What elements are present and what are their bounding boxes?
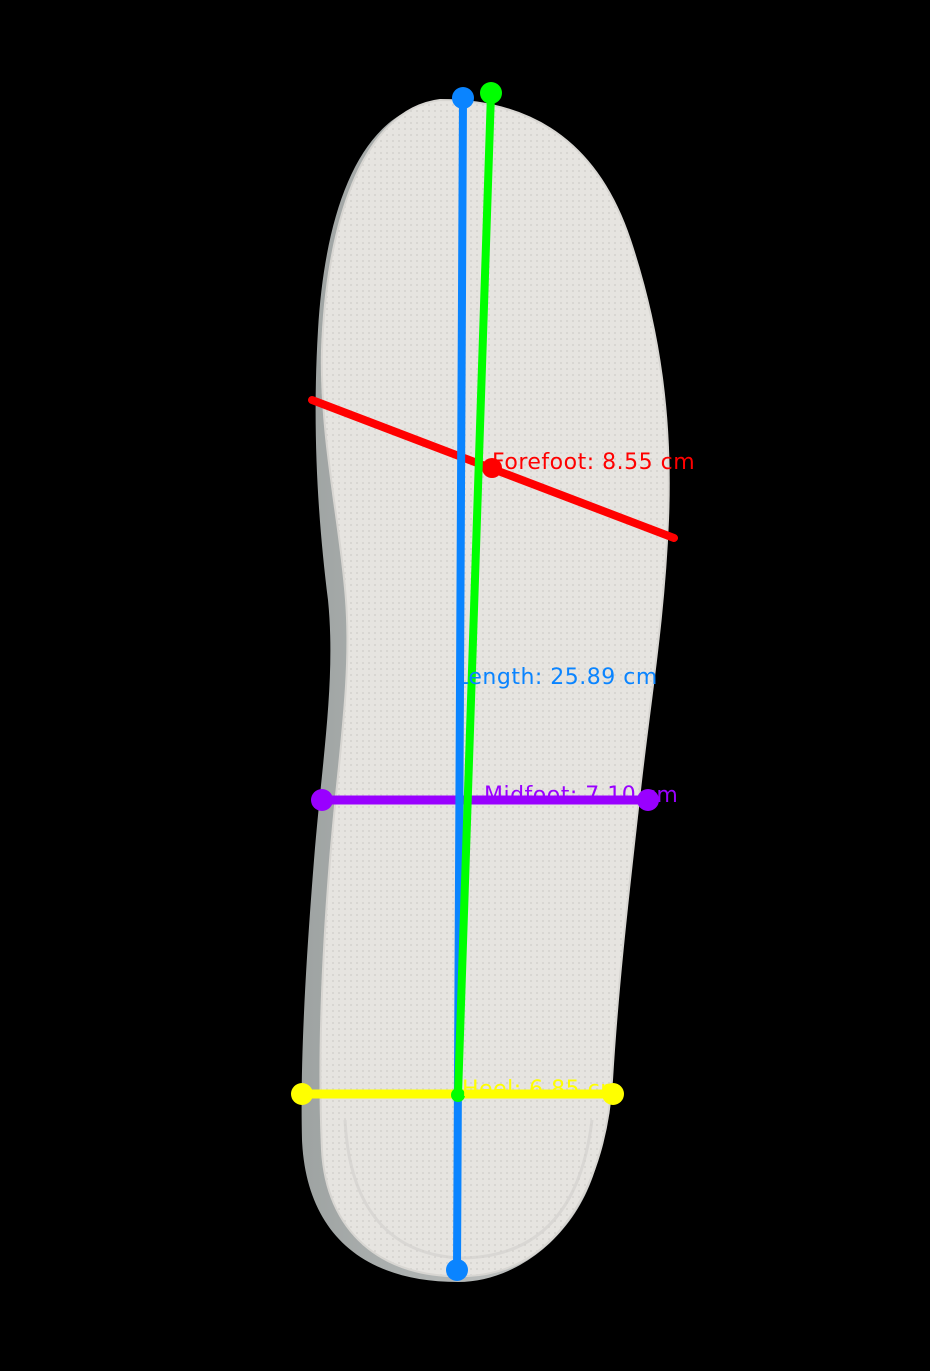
length-label: Length: 25.89 cm (456, 665, 658, 690)
center-axis (451, 82, 502, 1102)
midfoot-label: Midfoot: 7.10 cm (484, 783, 678, 808)
forefoot-midpoint-marker (482, 458, 502, 478)
midfoot-right-marker (637, 789, 659, 811)
length-bottom-marker (446, 1259, 468, 1281)
insole (319, 98, 670, 1278)
forefoot-measurement (308, 396, 678, 542)
heel-right-marker (602, 1083, 624, 1105)
heel-left-marker (291, 1083, 313, 1105)
midfoot-left-marker (311, 789, 333, 811)
heel-label: Heel: 6.85 cm (462, 1077, 622, 1102)
forefoot-label: Forefoot: 8.55 cm (492, 450, 695, 475)
length-top-marker (452, 87, 474, 109)
center-axis-line (454, 89, 495, 1099)
center-axis-bottom-marker (451, 1088, 465, 1102)
midfoot-measurement (311, 789, 659, 811)
center-axis-top-marker (480, 82, 502, 104)
